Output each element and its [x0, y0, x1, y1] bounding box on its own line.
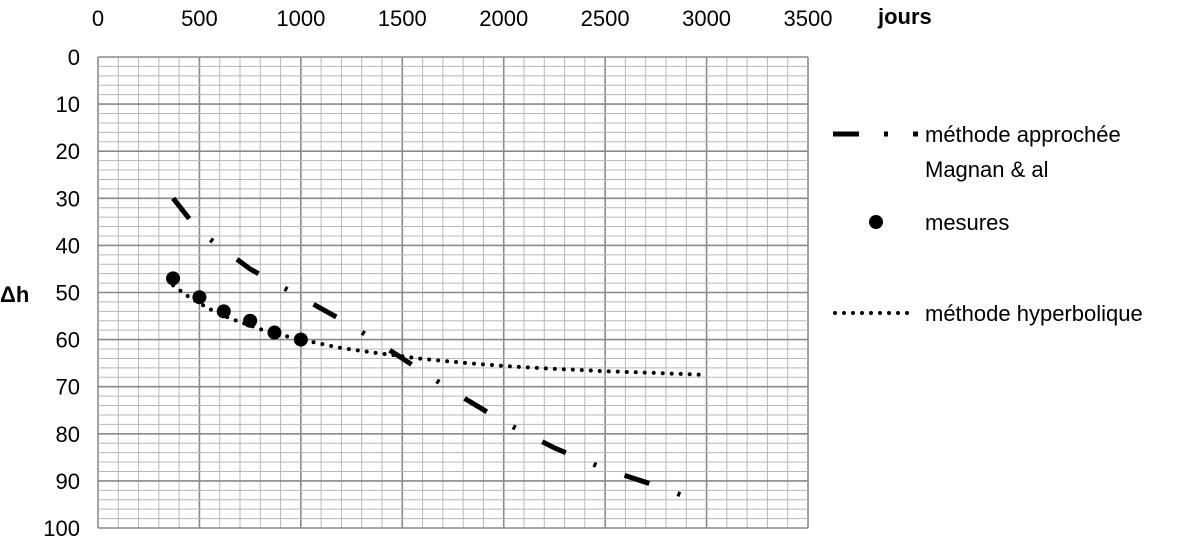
x-tick-label: 3000 [682, 6, 731, 31]
y-axis-ticks: 0 10 20 30 40 50 60 70 80 90 100 [43, 45, 80, 541]
y-tick-label: 30 [56, 186, 80, 211]
legend-label-methode-approchee-line2: Magnan & al [925, 157, 1049, 182]
series-methode-approchee-line [171, 196, 702, 505]
series-methode-hyperbolique-line [171, 283, 709, 377]
chart-series [166, 196, 709, 505]
series-mesures-point [293, 332, 308, 347]
y-tick-label: 10 [56, 92, 80, 117]
series-mesures-point [166, 271, 181, 286]
x-axis-title: jours [877, 4, 932, 29]
chart-legend: méthode approchée Magnan & al mesures métho… [833, 122, 1143, 326]
y-tick-label: 100 [43, 516, 80, 541]
y-tick-label: 50 [56, 281, 80, 306]
x-tick-label: 0 [92, 6, 104, 31]
y-tick-label: 40 [56, 233, 80, 258]
y-tick-label: 20 [56, 139, 80, 164]
series-mesures-point [243, 313, 258, 328]
y-axis-title: Δh [0, 282, 29, 307]
legend-label-methode-hyperbolique: méthode hyperbolique [925, 301, 1143, 326]
x-tick-label: 1000 [276, 6, 325, 31]
y-tick-label: 70 [56, 375, 80, 400]
x-tick-label: 2000 [479, 6, 528, 31]
y-tick-label: 90 [56, 469, 80, 494]
x-tick-label: 2500 [581, 6, 630, 31]
y-tick-label: 60 [56, 328, 80, 353]
y-tick-label: 0 [68, 45, 80, 70]
x-axis-ticks: 0 500 1000 1500 2000 2500 3000 3500 [92, 6, 833, 31]
x-tick-label: 1500 [378, 6, 427, 31]
y-tick-label: 80 [56, 422, 80, 447]
legend-label-methode-approchee: méthode approchée [925, 122, 1121, 147]
legend-label-mesures: mesures [925, 210, 1009, 235]
x-tick-label: 3500 [784, 6, 833, 31]
chart-grid [97, 56, 809, 529]
x-tick-label: 500 [181, 6, 218, 31]
legend-swatch-mesures [869, 215, 883, 229]
